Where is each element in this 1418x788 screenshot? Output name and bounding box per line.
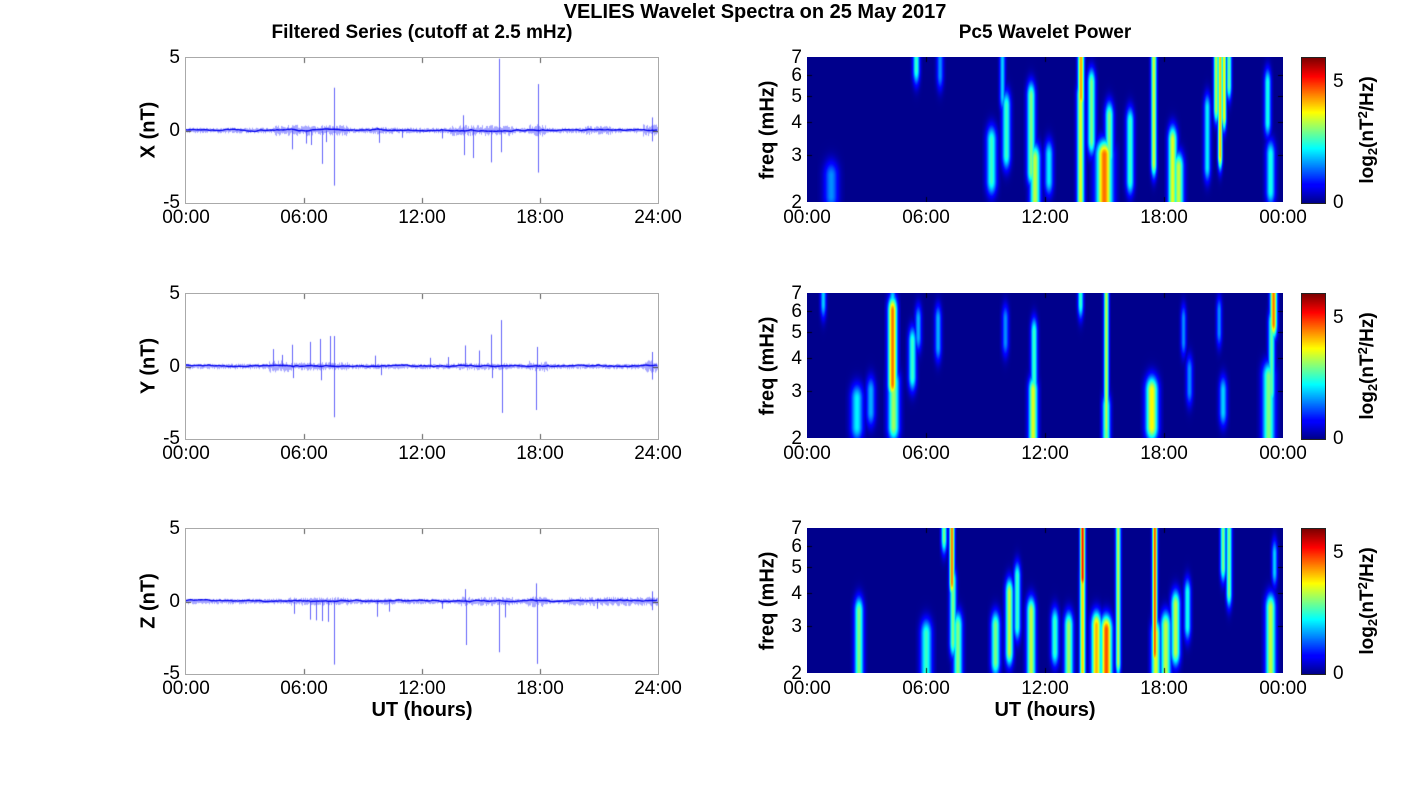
colorbar-tick-label: 5 — [1333, 71, 1344, 93]
freq-tick-label: 2 — [791, 428, 802, 449]
freq-tick-label: 4 — [791, 347, 802, 369]
x-tick-label: 18:00 — [1140, 207, 1188, 228]
freq-tick-label: 3 — [791, 381, 802, 403]
y-tick-label: 0 — [169, 119, 180, 141]
colorbar-tick-label: 0 — [1333, 428, 1344, 449]
z-wavelet-power-canvas — [807, 528, 1283, 673]
x-axis-label-left: UT (hours) — [371, 699, 473, 721]
freq-tick-label: 3 — [791, 145, 802, 167]
freq-tick-label: 2 — [791, 192, 802, 213]
x-tick-label: 00:00 — [783, 443, 831, 464]
y-tick-label: -5 — [163, 663, 180, 684]
colorbar-canvas — [1302, 294, 1325, 439]
x-tick-label: 24:00 — [634, 443, 682, 464]
x-axis-label-right: UT (hours) — [994, 699, 1096, 721]
y-tick-label: 0 — [169, 355, 180, 377]
x-tick-label: 06:00 — [902, 207, 950, 228]
y-series-plot-canvas — [186, 294, 658, 439]
freq-tick-label: 6 — [791, 64, 802, 86]
x-tick-label: 18:00 — [516, 678, 564, 699]
x-tick-label: 00:00 — [783, 207, 831, 228]
freq-tick-label: 4 — [791, 582, 802, 604]
x-tick-label: 24:00 — [634, 207, 682, 228]
x-tick-label: 06:00 — [280, 443, 328, 464]
colorbar-tick-label: 0 — [1333, 663, 1344, 684]
colorbar-z — [1301, 528, 1326, 675]
freq-tick-label: 5 — [791, 85, 802, 107]
x-tick-label: 00:00 — [1259, 678, 1307, 699]
x-series-plot-canvas — [186, 58, 658, 203]
x-tick-label: 18:00 — [516, 207, 564, 228]
x-tick-label: 12:00 — [1021, 207, 1069, 228]
x-tick-label: 12:00 — [398, 678, 446, 699]
x-tick-label: 18:00 — [1140, 443, 1188, 464]
freq-tick-label: 7 — [791, 518, 802, 539]
left-column-title: Filtered Series (cutoff at 2.5 mHz) — [271, 22, 573, 43]
figure-title: VELIES Wavelet Spectra on 25 May 2017 — [563, 1, 947, 23]
y-wavelet-power-canvas — [807, 293, 1283, 438]
x-tick-label: 12:00 — [1021, 443, 1069, 464]
x-tick-label: 12:00 — [398, 443, 446, 464]
right-column-title: Pc5 Wavelet Power — [958, 22, 1132, 43]
x-tick-label: 06:00 — [280, 678, 328, 699]
colorbar-y — [1301, 293, 1326, 440]
y-tick-label: 5 — [169, 518, 180, 539]
z-series-plot-canvas — [186, 529, 658, 674]
freq-tick-label: 7 — [791, 283, 802, 304]
spectrogram-panel-y — [807, 293, 1283, 438]
colorbar-canvas — [1302, 529, 1325, 674]
x-tick-label: 06:00 — [280, 207, 328, 228]
x-tick-label: 00:00 — [162, 207, 210, 228]
x-tick-label: 00:00 — [1259, 443, 1307, 464]
freq-tick-label: 6 — [791, 300, 802, 322]
x-tick-label: 18:00 — [516, 443, 564, 464]
x-tick-label: 00:00 — [1259, 207, 1307, 228]
freq-tick-label: 2 — [791, 663, 802, 684]
y-tick-label: 5 — [169, 47, 180, 68]
freq-tick-label: 5 — [791, 556, 802, 578]
y-tick-label: 0 — [169, 590, 180, 612]
y-tick-label: -5 — [163, 192, 180, 213]
x-tick-label: 24:00 — [634, 678, 682, 699]
x-wavelet-power-canvas — [807, 57, 1283, 202]
colorbar-tick-label: 0 — [1333, 192, 1344, 213]
x-tick-label: 06:00 — [902, 443, 950, 464]
spectrogram-panel-x — [807, 57, 1283, 202]
y-tick-label: -5 — [163, 428, 180, 449]
freq-tick-label: 3 — [791, 616, 802, 638]
colorbar-canvas — [1302, 58, 1325, 203]
x-tick-label: 06:00 — [902, 678, 950, 699]
spectrogram-panel-z — [807, 528, 1283, 673]
freq-tick-label: 6 — [791, 535, 802, 557]
timeseries-panel-z — [185, 528, 659, 675]
colorbar-x — [1301, 57, 1326, 204]
x-tick-label: 12:00 — [1021, 678, 1069, 699]
x-tick-label: 12:00 — [398, 207, 446, 228]
freq-tick-label: 7 — [791, 47, 802, 68]
colorbar-tick-label: 5 — [1333, 307, 1344, 329]
freq-tick-label: 4 — [791, 111, 802, 133]
x-tick-label: 18:00 — [1140, 678, 1188, 699]
x-tick-label: 00:00 — [162, 678, 210, 699]
y-tick-label: 5 — [169, 283, 180, 304]
timeseries-panel-x — [185, 57, 659, 204]
freq-tick-label: 5 — [791, 321, 802, 343]
colorbar-tick-label: 5 — [1333, 542, 1344, 564]
x-tick-label: 00:00 — [162, 443, 210, 464]
timeseries-panel-y — [185, 293, 659, 440]
x-tick-label: 00:00 — [783, 678, 831, 699]
